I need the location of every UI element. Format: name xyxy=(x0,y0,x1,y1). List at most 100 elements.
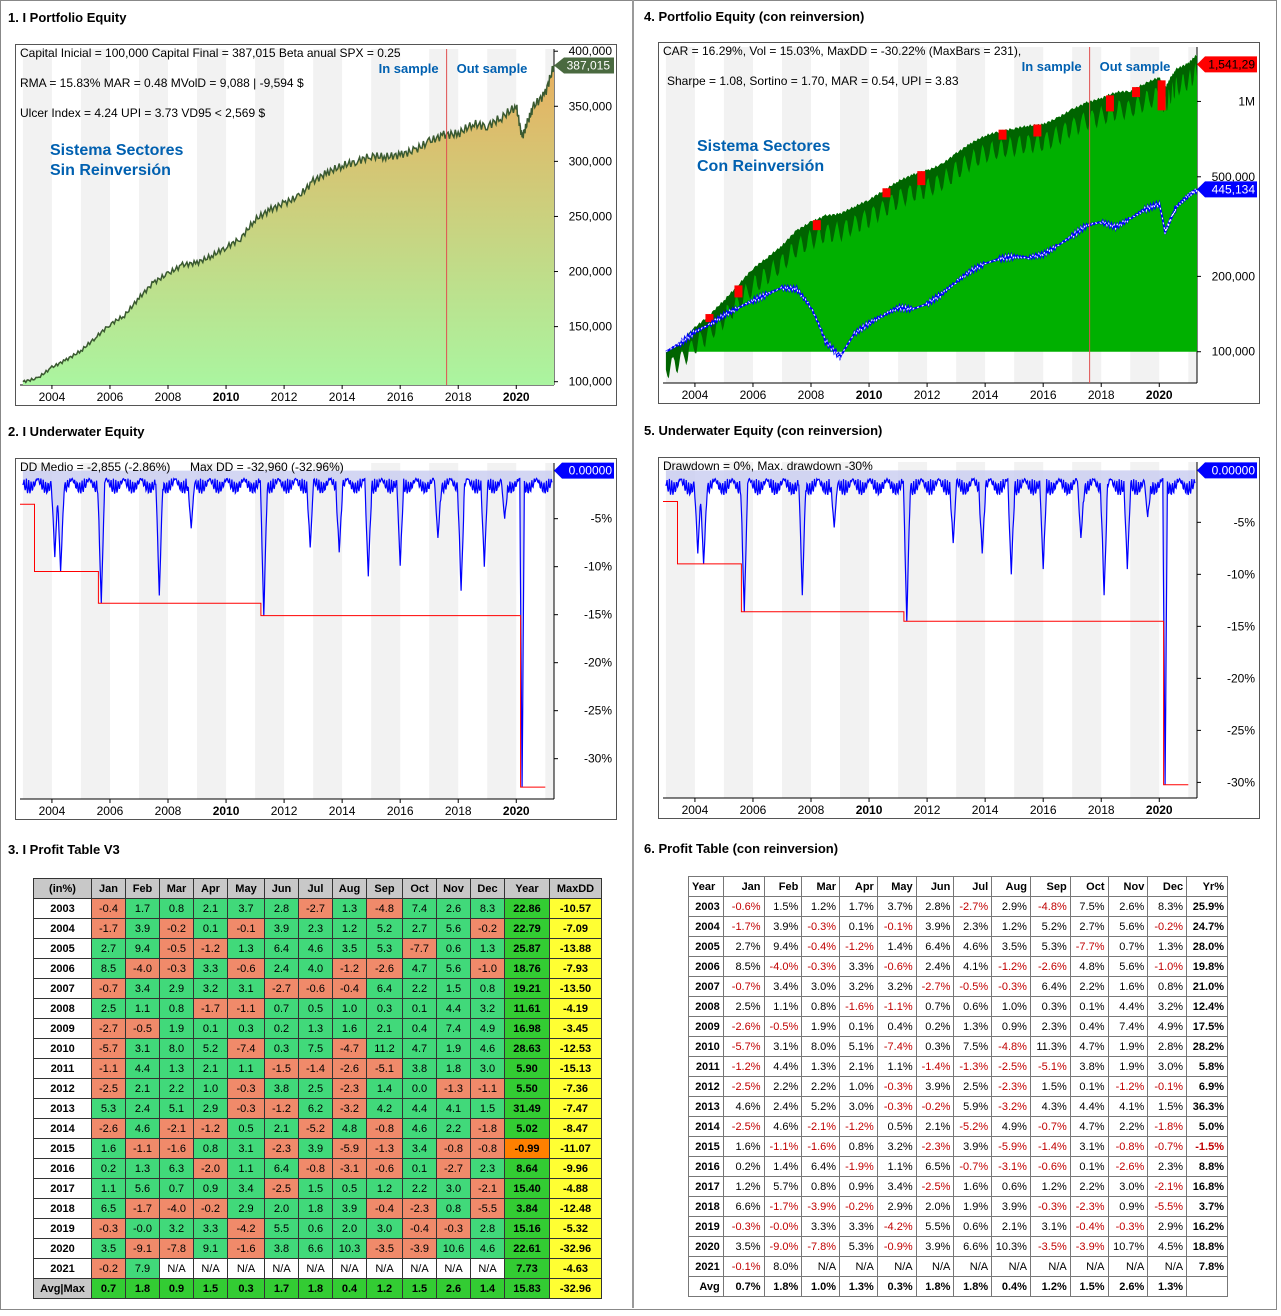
bench-value-label: 445,134 xyxy=(1212,182,1256,196)
value-cell: 1.6% xyxy=(722,1136,765,1157)
value-cell: 17.5% xyxy=(1186,1016,1228,1037)
y-tick-label: -25% xyxy=(1227,723,1255,737)
drawdown-marker xyxy=(917,171,926,186)
table-row: 2011 -1.2% 4.4% 1.3% 2.1% 1.1% -1.4% -1.3% -2.5%… xyxy=(688,1056,1228,1077)
info-line: Ulcer Index = 4.24 UPI = 3.73 VD95 < 2,5… xyxy=(20,106,265,120)
value-cell: 2.8% xyxy=(915,896,955,917)
value-cell: -3.5 xyxy=(366,1238,403,1259)
value-cell: -7.7 xyxy=(402,938,437,959)
value-cell: -5.5 xyxy=(470,1198,505,1219)
value-cell: -7.4% xyxy=(876,1036,917,1057)
value-cell: 4.6 xyxy=(470,1238,505,1259)
table-header-row: Year Jan Feb Mar Apr May Jun Jul Aug Sep Oct Nov Dec… xyxy=(688,876,1228,897)
value-cell: 1.3% xyxy=(1147,1276,1188,1297)
value-cell: -11.07 xyxy=(549,1138,602,1159)
value-cell: -0.2% xyxy=(915,1096,955,1117)
table-header-cell: Oct xyxy=(1069,876,1109,897)
value-cell: 3.7 xyxy=(227,898,265,919)
value-cell: 2.7% xyxy=(1069,916,1109,937)
value-cell: 3.0 xyxy=(470,1058,505,1079)
y-tick-label: 100,000 xyxy=(569,375,613,389)
value-cell: 0.3% xyxy=(876,1276,917,1297)
value-cell: 1.1% xyxy=(876,1156,917,1177)
value-cell: -3.5% xyxy=(1029,1236,1071,1257)
value-cell: 22.79 xyxy=(504,918,550,939)
value-cell: -2.3 xyxy=(264,1138,299,1159)
value-cell: 3.0% xyxy=(1147,1056,1188,1077)
value-cell: 2.6% xyxy=(1107,1276,1149,1297)
drawdown-marker xyxy=(1132,87,1141,98)
row-label-cell: 2008 xyxy=(33,998,92,1019)
table-row: 2007 -0.7% 3.4% 3.0% 3.2% 3.2% -2.7% -0.5% -0.3%… xyxy=(688,976,1228,997)
value-cell: 8.3% xyxy=(1147,896,1188,917)
table-header-cell: Oct xyxy=(402,878,437,899)
table-header-row: (in%) Jan Feb Mar Apr May Jun Jul Aug Sep Oct Nov De… xyxy=(33,878,602,899)
table-header-cell: May xyxy=(227,878,265,899)
value-cell: -0.8 xyxy=(366,1118,403,1139)
drawdown-line xyxy=(22,476,553,788)
value-cell: 5.6% xyxy=(1107,956,1149,977)
value-cell: 3.4 xyxy=(125,978,160,999)
value-cell: -1.2% xyxy=(722,1056,765,1077)
last-value-label: 387,015 xyxy=(567,59,611,73)
value-cell: -0.8 xyxy=(436,1138,471,1159)
value-cell: 3.4% xyxy=(763,976,803,997)
value-cell: 2.1 xyxy=(193,1058,228,1079)
row-label-cell: 2013 xyxy=(688,1096,724,1117)
value-cell: 3.2% xyxy=(876,1136,917,1157)
value-cell: 1.9 xyxy=(159,1018,194,1039)
value-cell: 7.4 xyxy=(402,898,437,919)
row-label-cell: 2014 xyxy=(33,1118,92,1139)
year-band xyxy=(545,463,554,799)
value-cell: 4.7% xyxy=(1069,1116,1109,1137)
value-cell: -7.8 xyxy=(159,1238,194,1259)
x-tick-label: 2004 xyxy=(682,803,709,817)
last-value-marker xyxy=(554,57,614,74)
value-cell: 6.2 xyxy=(298,1098,333,1119)
value-cell: 0.3% xyxy=(915,1036,955,1057)
y-tick-label: 250,000 xyxy=(569,209,613,223)
table-row: 2016 0.2 1.3 6.3 -2.0 1.1 6.4 -0.8 -3.1 -0.6 0.1 -2… xyxy=(33,1158,602,1179)
value-cell: 11.61 xyxy=(504,998,550,1019)
value-cell: -2.7 xyxy=(436,1158,471,1179)
value-cell: 5.5 xyxy=(264,1218,299,1239)
value-cell: -1.2 xyxy=(193,1118,228,1139)
value-cell: -2.6% xyxy=(1107,1156,1149,1177)
value-cell: 4.4 xyxy=(402,1098,437,1119)
value-cell: N/A xyxy=(1029,1256,1071,1277)
value-cell: 0.3 xyxy=(227,1018,265,1039)
value-cell: -5.7 xyxy=(91,1038,126,1059)
value-cell: -5.7% xyxy=(722,1036,765,1057)
value-cell: 4.6% xyxy=(953,936,993,957)
value-cell: 2.7 xyxy=(402,918,437,939)
value-cell: -3.1 xyxy=(332,1158,367,1179)
in-sample-label: In sample xyxy=(379,61,439,76)
value-cell: 2.0 xyxy=(264,1198,299,1219)
value-cell: 0.3 xyxy=(264,1038,299,1059)
value-cell: 1.8 xyxy=(298,1278,333,1299)
value-cell: 3.0% xyxy=(839,1096,878,1117)
value-cell: -0.8 xyxy=(470,1138,505,1159)
value-cell: 3.9 xyxy=(298,1138,333,1159)
value-cell: 5.6% xyxy=(1107,916,1149,937)
table-header-cell: Apr xyxy=(839,876,878,897)
value-cell: -5.9% xyxy=(991,1136,1031,1157)
profit-table-reinv: Year Jan Feb Mar Apr May Jun Jul Aug Sep Oct Nov Dec… xyxy=(688,876,1228,1297)
value-cell: 0.6 xyxy=(298,1218,333,1239)
value-cell: 1.4% xyxy=(763,1156,803,1177)
y-tick-label: 300,000 xyxy=(569,154,613,168)
table-row: 2015 1.6 -1.1 -1.6 0.8 3.1 -2.3 3.9 -5.9 -1.3 3.4-… xyxy=(33,1138,602,1159)
value-cell: N/A xyxy=(801,1256,841,1277)
year-band xyxy=(371,463,401,799)
value-cell: 2.9% xyxy=(991,896,1031,917)
value-cell: 5.3 xyxy=(91,1098,126,1119)
row-label-cell: 2015 xyxy=(33,1138,92,1159)
value-cell: 3.3 xyxy=(193,958,228,979)
value-cell: -0.5 xyxy=(159,938,194,959)
value-cell: 1.7 xyxy=(264,1278,299,1299)
value-cell: 1.2 xyxy=(366,1178,403,1199)
system-label: Sistema Sectores xyxy=(697,138,831,155)
value-cell: 5.2 xyxy=(366,918,403,939)
value-cell: -2.5 xyxy=(264,1178,299,1199)
value-cell: 3.7% xyxy=(1186,1196,1228,1217)
